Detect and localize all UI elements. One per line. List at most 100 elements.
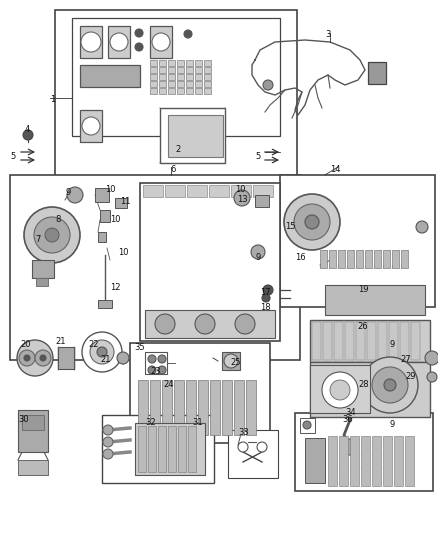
Text: 10: 10 — [118, 248, 128, 257]
Bar — [300, 418, 315, 433]
Bar — [115, 198, 127, 208]
Circle shape — [103, 425, 113, 435]
Bar — [102, 415, 214, 483]
Bar — [95, 188, 109, 202]
Bar — [389, 322, 398, 360]
Circle shape — [262, 294, 270, 302]
Bar — [10, 175, 300, 360]
Bar — [209, 185, 229, 197]
Text: 24: 24 — [163, 380, 173, 389]
Circle shape — [416, 221, 428, 233]
Circle shape — [155, 314, 175, 334]
Text: 31: 31 — [192, 418, 203, 427]
Circle shape — [81, 32, 101, 52]
Bar — [100, 210, 110, 222]
Bar — [320, 250, 327, 268]
Bar — [186, 60, 193, 66]
Circle shape — [427, 372, 437, 382]
Text: 9: 9 — [255, 253, 260, 262]
Text: 14: 14 — [330, 165, 340, 174]
Bar — [150, 81, 157, 87]
Text: 18: 18 — [260, 303, 271, 312]
Circle shape — [45, 228, 59, 242]
Bar — [372, 436, 381, 486]
Circle shape — [103, 449, 113, 459]
Bar — [347, 250, 354, 268]
Text: 12: 12 — [110, 283, 120, 292]
Circle shape — [110, 33, 128, 51]
Bar — [339, 436, 348, 486]
Bar — [383, 436, 392, 486]
Bar — [329, 250, 336, 268]
Text: 10: 10 — [110, 215, 120, 224]
Text: 19: 19 — [358, 285, 368, 294]
Bar — [150, 26, 172, 58]
Text: 10: 10 — [235, 185, 246, 194]
Bar — [150, 88, 157, 94]
Bar — [295, 413, 433, 491]
Bar — [108, 26, 130, 58]
Bar — [310, 365, 370, 413]
Bar — [204, 88, 211, 94]
Bar — [130, 343, 270, 443]
Bar — [383, 250, 390, 268]
Text: 36: 36 — [342, 415, 353, 424]
Bar — [177, 74, 184, 80]
Text: 13: 13 — [237, 195, 247, 204]
Bar — [378, 322, 387, 360]
Bar — [177, 81, 184, 87]
Bar — [58, 347, 74, 369]
Circle shape — [251, 245, 265, 259]
Text: 7: 7 — [35, 235, 40, 244]
Bar — [325, 285, 425, 315]
Bar — [368, 62, 386, 84]
Circle shape — [263, 80, 273, 90]
Bar — [168, 426, 176, 472]
Text: 2: 2 — [175, 145, 180, 154]
Bar — [392, 250, 399, 268]
Text: 21: 21 — [100, 355, 110, 364]
Circle shape — [17, 340, 53, 376]
Text: 15: 15 — [285, 222, 296, 231]
Bar — [361, 436, 370, 486]
Bar — [159, 74, 166, 80]
Bar — [394, 436, 403, 486]
Circle shape — [90, 340, 114, 364]
Bar — [188, 426, 196, 472]
Circle shape — [330, 380, 350, 400]
Circle shape — [40, 355, 46, 361]
Bar — [55, 10, 297, 178]
Bar — [323, 322, 332, 360]
Bar — [246, 380, 256, 435]
Bar — [150, 67, 157, 73]
Text: 23: 23 — [150, 367, 161, 376]
Bar — [345, 322, 354, 360]
Bar — [168, 81, 175, 87]
Bar — [160, 108, 225, 163]
Bar — [253, 185, 273, 197]
Bar — [195, 67, 202, 73]
Text: 26: 26 — [357, 322, 367, 331]
Bar — [22, 415, 44, 430]
Bar — [374, 250, 381, 268]
Circle shape — [148, 366, 156, 374]
Circle shape — [294, 204, 330, 240]
Bar — [138, 380, 148, 435]
Bar — [328, 436, 337, 486]
Bar — [305, 438, 325, 483]
Bar — [401, 250, 408, 268]
Text: 17: 17 — [260, 288, 271, 297]
Circle shape — [148, 355, 156, 363]
Bar — [174, 380, 184, 435]
Circle shape — [384, 379, 396, 391]
Bar — [138, 426, 146, 472]
Bar — [165, 185, 185, 197]
Circle shape — [342, 439, 358, 455]
Text: 25: 25 — [230, 358, 240, 367]
Bar — [36, 278, 48, 286]
Circle shape — [97, 347, 107, 357]
Bar — [204, 74, 211, 80]
Bar — [198, 380, 208, 435]
Bar — [148, 426, 156, 472]
Bar — [255, 195, 269, 207]
